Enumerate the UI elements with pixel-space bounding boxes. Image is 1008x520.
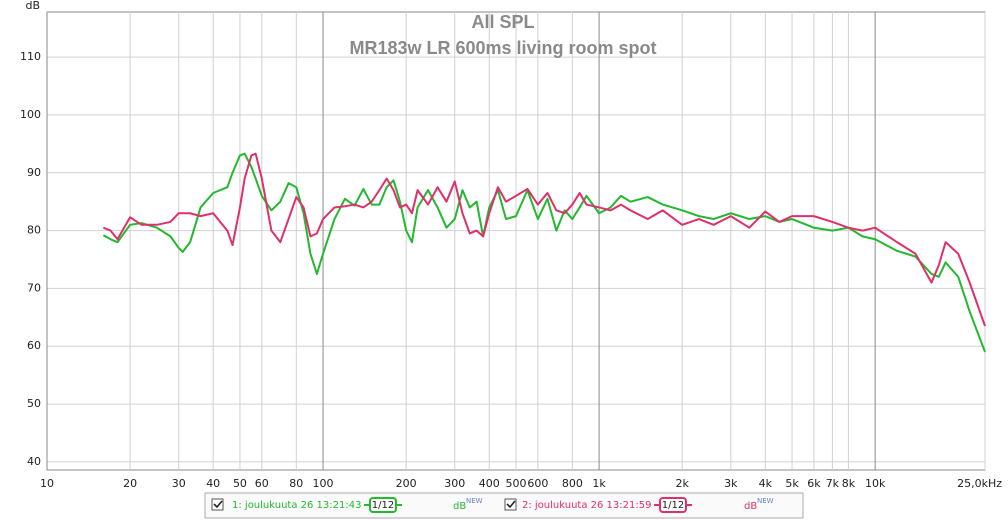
x-tick-label: 40 <box>206 477 220 490</box>
x-tick-label: 5k <box>785 477 799 490</box>
smoothing-label: 1/12 <box>372 500 394 511</box>
legend-label: 2: joulukuuta 26 13:21:59 <box>522 500 651 511</box>
x-tick-label: 400 <box>479 477 500 490</box>
check-mark <box>213 500 223 509</box>
unit-badge: NEW <box>757 497 774 505</box>
x-tick-label: 8k <box>842 477 856 490</box>
legend <box>204 492 804 519</box>
y-tick-label: 80 <box>27 224 41 237</box>
smoothing-label: 1/12 <box>662 500 684 511</box>
legend-item[interactable]: 2: joulukuuta 26 13:21:59 1/12 dB NEW <box>504 497 774 513</box>
unit-badge: NEW <box>466 497 483 505</box>
chart-subtitle: MR183w LR 600ms living room spot <box>349 38 656 58</box>
checkbox[interactable] <box>211 498 224 511</box>
x-tick-label: 7k <box>826 477 840 490</box>
y-tick-label: 90 <box>27 166 41 179</box>
x-tick-label: 20 <box>123 477 137 490</box>
legend-label: 1: joulukuuta 26 13:21:43 <box>232 500 361 511</box>
x-tick-label: 2k <box>676 477 690 490</box>
x-tick-label: 1k <box>592 477 606 490</box>
x-tick-label: 3k <box>724 477 738 490</box>
y-tick-label: 70 <box>27 281 41 294</box>
x-tick-label: 800 <box>562 477 583 490</box>
unit-label: dB <box>744 501 757 512</box>
x-tick-label: 25,0kHz <box>957 477 1002 490</box>
unit-label: dB <box>453 501 466 512</box>
y-tick-label: 50 <box>27 397 41 410</box>
y-tick-label: 60 <box>27 339 41 352</box>
x-tick-label: 200 <box>396 477 417 490</box>
checkbox[interactable] <box>504 498 517 511</box>
x-tick-label: 6k <box>807 477 821 490</box>
x-tick-label: 300 <box>444 477 465 490</box>
series-line <box>102 152 986 327</box>
x-tick-label: 500 <box>506 477 527 490</box>
legend-item[interactable]: 1: joulukuuta 26 13:21:43 1/12 dB NEW <box>211 497 483 513</box>
y-axis-label: dB <box>25 0 40 12</box>
x-tick-label: 10 <box>40 477 54 490</box>
x-tick-label: 50 <box>233 477 247 490</box>
y-tick-label: 100 <box>20 108 41 121</box>
y-tick-label: 110 <box>20 50 41 63</box>
x-tick-label: 600 <box>527 477 548 490</box>
x-tick-label: 80 <box>289 477 303 490</box>
x-tick-label: 60 <box>255 477 269 490</box>
check-mark <box>506 500 516 509</box>
y-tick-label: 40 <box>27 455 41 468</box>
chart-title: All SPL <box>471 12 534 32</box>
smoothing-box[interactable] <box>369 497 397 513</box>
x-tick-label: 4k <box>759 477 773 490</box>
x-tick-label: 10k <box>865 477 886 490</box>
x-tick-label: 100 <box>313 477 334 490</box>
x-tick-label: 30 <box>172 477 186 490</box>
smoothing-box[interactable] <box>659 497 687 513</box>
